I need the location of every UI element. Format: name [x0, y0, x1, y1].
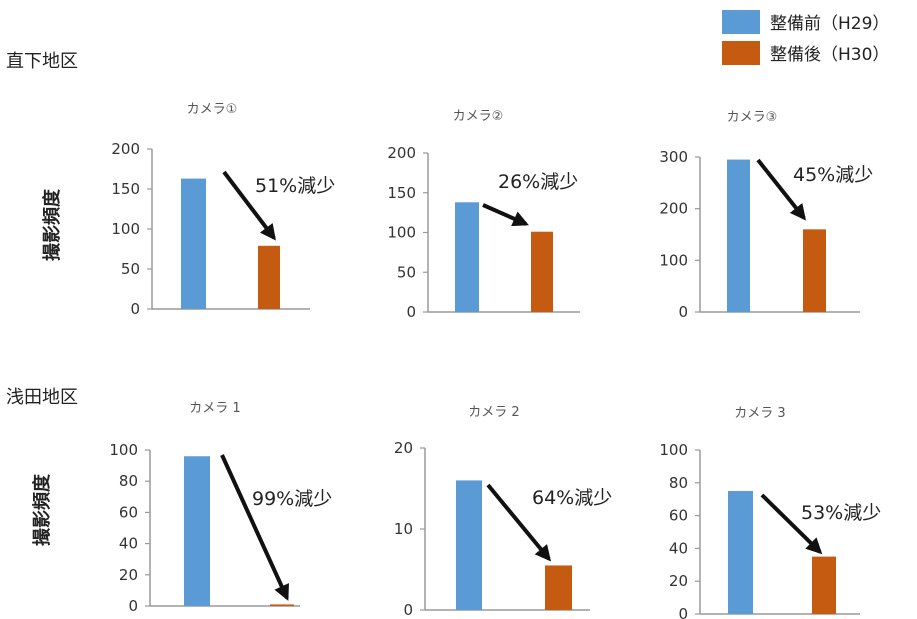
legend-label-before: 整備前（H29）: [770, 14, 889, 34]
bar-after: [545, 565, 572, 610]
y-tick-label: 0: [678, 303, 688, 321]
decrease-annotation: 53%減少: [801, 502, 881, 524]
y-tick-label: 40: [669, 539, 688, 557]
y-axis-label-bottom: 撮影頻度: [31, 473, 53, 546]
chart-1: カメラ① 0 50 100 150 200 51%減少: [111, 102, 335, 318]
legend-swatch-after: [722, 41, 760, 65]
y-tick-label: 0: [128, 597, 138, 615]
bar-before: [181, 178, 206, 309]
y-tick-label: 60: [119, 503, 138, 521]
y-tick-label: 10: [394, 520, 413, 538]
decrease-arrow: [486, 483, 552, 562]
charts-group: カメラ①05010015020051%減少カメラ②05010015020026%…: [109, 102, 881, 619]
y-tick-label: 100: [659, 441, 688, 459]
bar-before: [727, 159, 750, 312]
decrease-annotation: 26%減少: [498, 171, 578, 193]
chart-title: カメラ①: [187, 102, 238, 117]
y-tick-label: 100: [387, 224, 416, 242]
chart-5: カメラ 2 0 10 20 64%減少: [394, 405, 612, 619]
bar-after: [258, 245, 280, 309]
y-tick-label: 20: [394, 439, 413, 457]
region-label-asada: 浅田地区: [6, 387, 78, 408]
y-tick-label: 0: [406, 303, 416, 321]
y-tick-label: 80: [669, 474, 688, 492]
decrease-arrow: [220, 454, 289, 601]
chart-title: カメラ③: [727, 110, 778, 125]
y-tick-label: 20: [119, 566, 138, 584]
y-tick-label: 80: [119, 472, 138, 490]
chart-title: カメラ 2: [468, 405, 519, 420]
decrease-annotation: 51%減少: [255, 175, 335, 197]
decrease-arrow: [756, 158, 806, 221]
decrease-arrow: [760, 493, 823, 555]
region-label-chokka: 直下地区: [6, 51, 78, 72]
bar-before: [455, 202, 479, 312]
y-tick-label: 60: [669, 507, 688, 525]
y-axis-label-top: 撮影頻度: [41, 188, 63, 261]
legend-label-after: 整備後（H30）: [770, 45, 889, 65]
y-tick-label: 150: [387, 184, 416, 202]
y-tick-label: 0: [130, 300, 140, 318]
y-tick-label: 200: [387, 144, 416, 162]
chart-6: カメラ 3 0 20 40 60 80 100 53%減少: [659, 406, 881, 619]
chart-4: カメラ 1 0 20 40 60 80 100 99%減少: [109, 401, 332, 615]
y-tick-label: 0: [403, 601, 413, 619]
y-tick-label: 150: [111, 180, 140, 198]
decrease-annotation: 99%減少: [252, 488, 332, 510]
y-tick-label: 50: [397, 263, 416, 281]
decrease-annotation: 64%減少: [532, 487, 612, 509]
bar-after: [803, 229, 826, 312]
decrease-annotation: 45%減少: [793, 164, 873, 186]
y-tick-label: 200: [659, 200, 688, 218]
bar-after: [531, 231, 553, 312]
y-tick-label: 20: [669, 572, 688, 590]
bar-before: [456, 480, 482, 610]
chart-2: カメラ② 0 50 100 150 200 26%減少: [387, 109, 580, 321]
chart-title: カメラ 1: [189, 401, 240, 416]
decrease-arrow: [222, 170, 276, 241]
y-tick-label: 200: [111, 140, 140, 158]
bar-before: [184, 456, 210, 606]
bar-before: [728, 491, 753, 614]
y-tick-label: 50: [121, 260, 140, 278]
decrease-arrow: [482, 203, 529, 227]
y-tick-label: 40: [119, 535, 138, 553]
bar-after: [270, 604, 294, 606]
chart-3: カメラ③ 0 100 200 300 45%減少: [659, 110, 873, 321]
y-tick-label: 0: [678, 605, 688, 619]
y-tick-label: 100: [659, 251, 688, 269]
y-tick-label: 300: [659, 148, 688, 166]
legend-swatch-before: [722, 10, 760, 34]
chart-title: カメラ 3: [734, 406, 785, 421]
chart-title: カメラ②: [453, 109, 504, 124]
y-tick-label: 100: [111, 220, 140, 238]
bar-after: [812, 556, 836, 614]
y-tick-label: 100: [109, 441, 138, 459]
legend: 整備前（H29） 整備後（H30）: [722, 10, 889, 65]
